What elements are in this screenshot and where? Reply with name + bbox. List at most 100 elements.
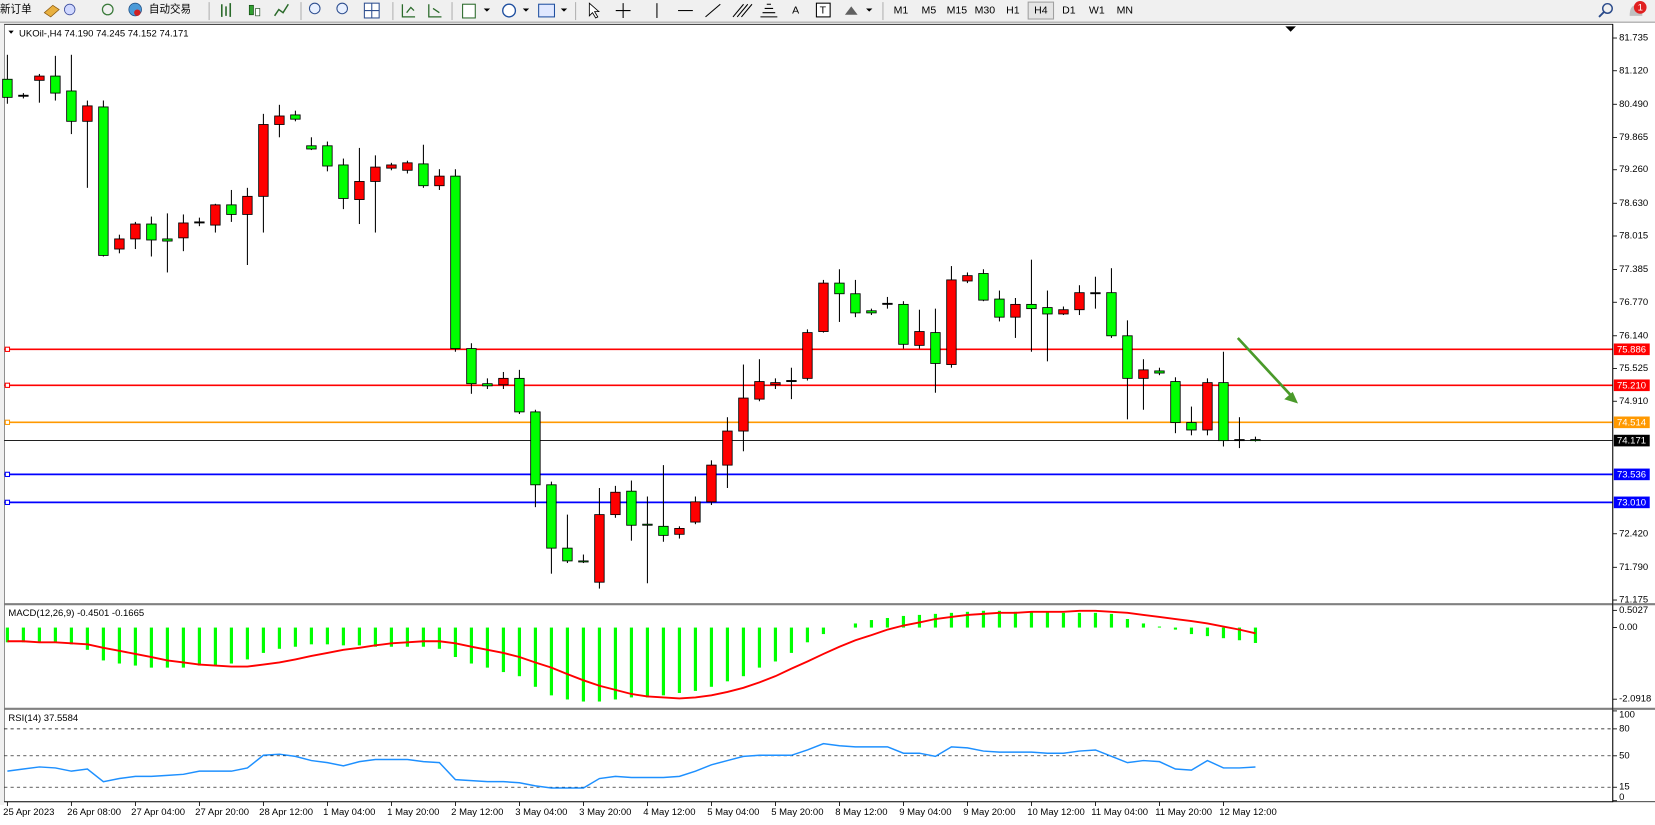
notification-badge[interactable]	[1633, 1, 1647, 14]
icon-channel[interactable]	[732, 3, 753, 18]
macd-histogram-bar	[1093, 612, 1098, 628]
new-order-button[interactable]: 新订单	[0, 2, 32, 15]
y-tick-label: -2.0918	[1619, 694, 1651, 705]
timeframe-label[interactable]: M5	[922, 4, 937, 16]
y-tick-label: 15	[1619, 782, 1630, 793]
icon-trendline[interactable]	[705, 3, 721, 18]
macd-histogram-bar	[261, 627, 265, 653]
timeframe-label[interactable]: H4	[1034, 4, 1048, 16]
icon-periods[interactable]	[502, 3, 517, 18]
icon-market-watch[interactable]	[43, 4, 60, 18]
macd-histogram-bar	[229, 627, 233, 664]
timeframe-label[interactable]: M15	[947, 4, 968, 16]
icon-fibo[interactable]	[760, 3, 778, 18]
timeframe-label[interactable]: MN	[1117, 4, 1133, 16]
y-tick-label: 0	[1619, 792, 1624, 803]
candle-body	[1074, 292, 1085, 311]
candle-body	[674, 528, 685, 535]
toolbar: 新订单 自动交易 A T M	[0, 0, 1655, 23]
chart-frame	[3, 23, 1614, 803]
candle-body	[1202, 382, 1213, 431]
icon-search[interactable]	[1601, 2, 1613, 14]
candle-body	[514, 377, 525, 413]
candle-body	[98, 106, 109, 256]
price-level-label: 73.010	[1617, 497, 1646, 508]
macd-histogram-bar	[1061, 612, 1066, 628]
timeframe-label[interactable]: W1	[1089, 4, 1105, 16]
macd-histogram-bar	[629, 627, 634, 698]
rsi-line	[7, 742, 1256, 789]
macd-histogram-bar	[981, 610, 986, 628]
icon-indicators[interactable]	[462, 3, 476, 19]
macd-histogram-bar	[357, 627, 361, 646]
macd-histogram-bar	[69, 627, 73, 645]
icon-crosshair[interactable]	[615, 3, 631, 18]
icon-autoscroll[interactable]	[401, 4, 416, 18]
candle-body	[1090, 292, 1101, 295]
icon-label-box[interactable]	[815, 2, 831, 18]
macd-histogram-bar	[789, 627, 794, 653]
candle-body	[1218, 382, 1229, 442]
macd-histogram-bar	[997, 610, 1002, 628]
x-tick-label: 5 May 04:00	[707, 807, 759, 818]
icon-cursor[interactable]	[588, 2, 600, 19]
icon-bar-chart[interactable]	[221, 3, 232, 17]
icon-label[interactable]: T	[820, 4, 827, 16]
macd-histogram-bar	[197, 627, 201, 666]
candle-body	[290, 114, 301, 120]
macd-histogram-bar	[1045, 611, 1050, 628]
candle-body	[1234, 439, 1245, 442]
icon-line-chart[interactable]	[273, 3, 289, 17]
timeframe-button[interactable]	[1027, 1, 1055, 20]
macd-histogram-bar	[501, 627, 506, 673]
candle-body	[930, 332, 941, 364]
icon-data-window[interactable]	[64, 3, 76, 16]
candle-body	[914, 331, 925, 346]
icon-zoom-in[interactable]	[308, 2, 321, 15]
macd-histogram-bar	[133, 627, 137, 666]
icon-navigator[interactable]	[101, 3, 114, 16]
macd-histogram-bar	[645, 627, 650, 698]
candle-body	[738, 397, 749, 432]
icon-arrows[interactable]	[844, 6, 858, 15]
icon-text[interactable]: A	[792, 4, 800, 16]
symbol-menu-arrow[interactable]	[8, 30, 14, 34]
timeframe-label[interactable]: M1	[894, 4, 909, 16]
y-tick-label: 100	[1619, 710, 1635, 721]
macd-histogram-bar	[165, 627, 169, 668]
timeframe-label[interactable]: H1	[1006, 4, 1020, 16]
candle-body	[370, 166, 381, 182]
macd-histogram-bar	[245, 627, 249, 660]
auto-trading-button[interactable]: 自动交易	[149, 2, 191, 15]
x-tick-label: 3 May 20:00	[579, 807, 631, 818]
icon-zoom-out[interactable]	[336, 2, 349, 15]
x-tick-label: 5 May 20:00	[771, 807, 823, 818]
macd-histogram-bar	[373, 627, 377, 647]
candle-body	[386, 164, 397, 169]
y-tick-label: 76.770	[1619, 297, 1648, 308]
candle-body	[194, 221, 205, 224]
candle-body	[2, 78, 13, 98]
macd-histogram-bar	[53, 627, 57, 643]
candle-body	[162, 238, 173, 242]
y-tick-label: 72.420	[1619, 528, 1648, 539]
icon-templates[interactable]	[538, 3, 556, 18]
candle-body	[146, 223, 157, 241]
chart-shift-marker	[1285, 26, 1296, 32]
icon-candle-chart[interactable]	[248, 4, 254, 16]
rsi-title: RSI(14) 37.5584	[8, 713, 78, 724]
macd-histogram-bar	[597, 627, 602, 702]
candle-body	[274, 115, 285, 125]
price-level-label-bg	[1613, 416, 1650, 429]
macd-histogram-bar	[277, 627, 281, 649]
candle-body	[338, 164, 349, 199]
candle-body	[226, 204, 237, 215]
timeframe-label[interactable]: M30	[975, 4, 996, 16]
timeframe-label[interactable]: D1	[1062, 4, 1076, 16]
candle-body	[242, 195, 253, 215]
y-tick-label: 80.490	[1619, 99, 1648, 110]
icon-chart-shift[interactable]	[428, 4, 442, 18]
price-level-label: 73.536	[1617, 469, 1646, 480]
macd-histogram-bar	[693, 627, 698, 691]
